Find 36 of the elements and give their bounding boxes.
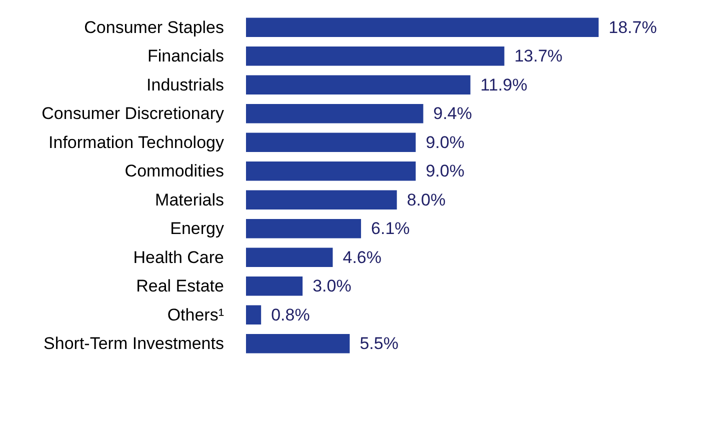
y-tick-label: Real Estate	[136, 276, 224, 296]
bar	[246, 75, 470, 95]
bar	[246, 334, 350, 354]
bar	[246, 161, 416, 181]
data-label: 18.7%	[608, 18, 657, 37]
data-label: 4.6%	[342, 248, 382, 267]
bar	[246, 248, 333, 268]
y-tick-label: Others¹	[167, 305, 224, 324]
y-tick-label: Short-Term Investments	[44, 334, 224, 354]
data-label: 8.0%	[406, 190, 446, 210]
data-label: 3.0%	[312, 276, 352, 296]
data-label: 5.5%	[360, 334, 398, 354]
data-label: 9.4%	[433, 104, 472, 124]
data-label: 9.0%	[426, 162, 464, 181]
bar	[246, 104, 424, 124]
y-tick-label: Materials	[155, 190, 224, 210]
bar	[246, 18, 599, 38]
bar	[246, 305, 262, 325]
bar	[246, 46, 504, 66]
data-label: 6.1%	[371, 219, 410, 238]
y-tick-label: Consumer Discretionary	[42, 104, 224, 124]
y-tick-label: Health Care	[133, 248, 224, 267]
bar	[246, 218, 362, 238]
y-tick-label: Industrials	[146, 75, 224, 94]
y-tick-label: Information Technology	[48, 132, 224, 152]
data-label: 13.7%	[514, 46, 563, 66]
y-tick-label: Commodities	[124, 162, 224, 181]
bar	[246, 190, 397, 210]
data-label: 0.8%	[271, 305, 310, 324]
y-tick-label: Consumer Staples	[84, 18, 224, 37]
data-label: 9.0%	[426, 132, 464, 152]
y-tick-label: Financials	[147, 46, 224, 66]
data-label: 11.9%	[480, 75, 528, 94]
bar	[246, 276, 303, 296]
bar	[246, 132, 416, 152]
y-tick-label: Energy	[170, 219, 224, 238]
